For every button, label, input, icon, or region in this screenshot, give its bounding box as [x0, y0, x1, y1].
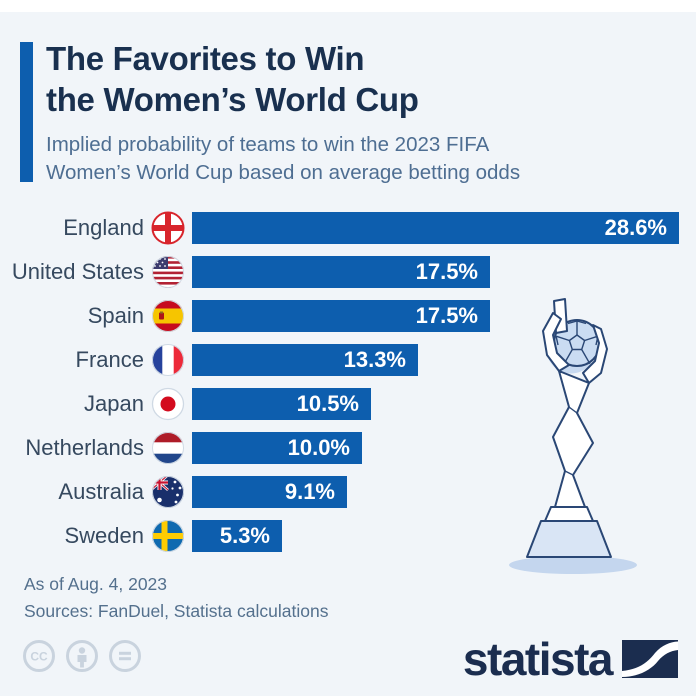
cc-by-icon[interactable] [65, 639, 99, 673]
bar-value: 10.5% [296, 391, 359, 416]
chart-row-england: England 28.6% [4, 211, 679, 245]
chart-row-united-states: United States 17.5% [4, 256, 679, 288]
bar-spain: 17.5% [192, 300, 490, 332]
as-of-date: As of Aug. 4, 2023 [24, 574, 168, 594]
svg-text:CC: CC [30, 650, 48, 664]
team-label: Netherlands [25, 435, 144, 460]
team-label: United States [11, 259, 144, 284]
bar-sweden: 5.3% [192, 520, 282, 552]
statista-logo-icon [622, 640, 678, 678]
bar-value: 13.3% [343, 347, 406, 372]
subtitle-line-1: Implied probability of teams to win the … [46, 133, 490, 156]
chart-row-sweden: Sweden 5.3% [4, 520, 679, 552]
bar-england: 28.6% [192, 212, 679, 244]
chart-row-australia: Australia 9.1% [4, 476, 679, 508]
bar-france: 13.3% [192, 344, 418, 376]
bar-chart: England 28.6% United States 17.5% [4, 211, 679, 564]
chart-row-spain: Spain 17.5% [4, 300, 679, 332]
title-line-1: The Favorites to Win [46, 40, 365, 77]
bar-value: 10.0% [287, 435, 350, 460]
bar-netherlands: 10.0% [192, 432, 362, 464]
bar-value: 17.5% [415, 259, 478, 284]
bar-value: 9.1% [284, 479, 335, 504]
cc-icon[interactable]: CC [22, 639, 56, 673]
japan-flag-icon [151, 387, 185, 421]
bar-value: 5.3% [219, 523, 270, 548]
bar-value: 17.5% [415, 303, 478, 328]
chart-row-france: France 13.3% [4, 344, 679, 376]
title-line-2: the Women’s World Cup [46, 81, 419, 118]
france-flag-icon [152, 344, 184, 376]
spain-flag-icon [152, 300, 184, 332]
team-label: France [75, 347, 144, 372]
netherlands-flag-icon [152, 432, 184, 464]
team-label: Sweden [64, 523, 144, 548]
page-subtitle: Implied probability of teams to win the … [46, 131, 520, 187]
team-label: Spain [87, 303, 144, 328]
statista-wordmark: statista [462, 633, 614, 685]
license-icons: CC [22, 639, 142, 673]
england-flag-icon [151, 211, 185, 245]
subtitle-line-2: Women’s World Cup based on average betti… [46, 161, 521, 184]
footnote: As of Aug. 4, 2023 Sources: FanDuel, Sta… [24, 571, 328, 625]
team-label: Australia [58, 479, 144, 504]
sweden-flag-icon [152, 520, 184, 552]
bar-value: 28.6% [604, 215, 667, 240]
bar-united-states: 17.5% [192, 256, 490, 288]
cc-nd-icon[interactable] [108, 639, 142, 673]
bar-japan: 10.5% [192, 388, 371, 420]
world-cup-trophy-illustration [509, 298, 637, 574]
bar-australia: 9.1% [192, 476, 347, 508]
australia-flag-icon [152, 476, 184, 508]
statista-logo[interactable]: statista [463, 632, 678, 686]
title-accent-bar [20, 42, 33, 182]
sources-line: Sources: FanDuel, Statista calculations [24, 601, 329, 621]
chart-row-japan: Japan 10.5% [4, 387, 679, 421]
page-title: The Favorites to Win the Women’s World C… [46, 38, 419, 120]
chart-row-netherlands: Netherlands 10.0% [4, 432, 679, 464]
top-frame [0, 0, 696, 12]
team-label: Japan [84, 391, 144, 416]
united-states-flag-icon [152, 256, 184, 288]
team-label: England [63, 215, 144, 240]
